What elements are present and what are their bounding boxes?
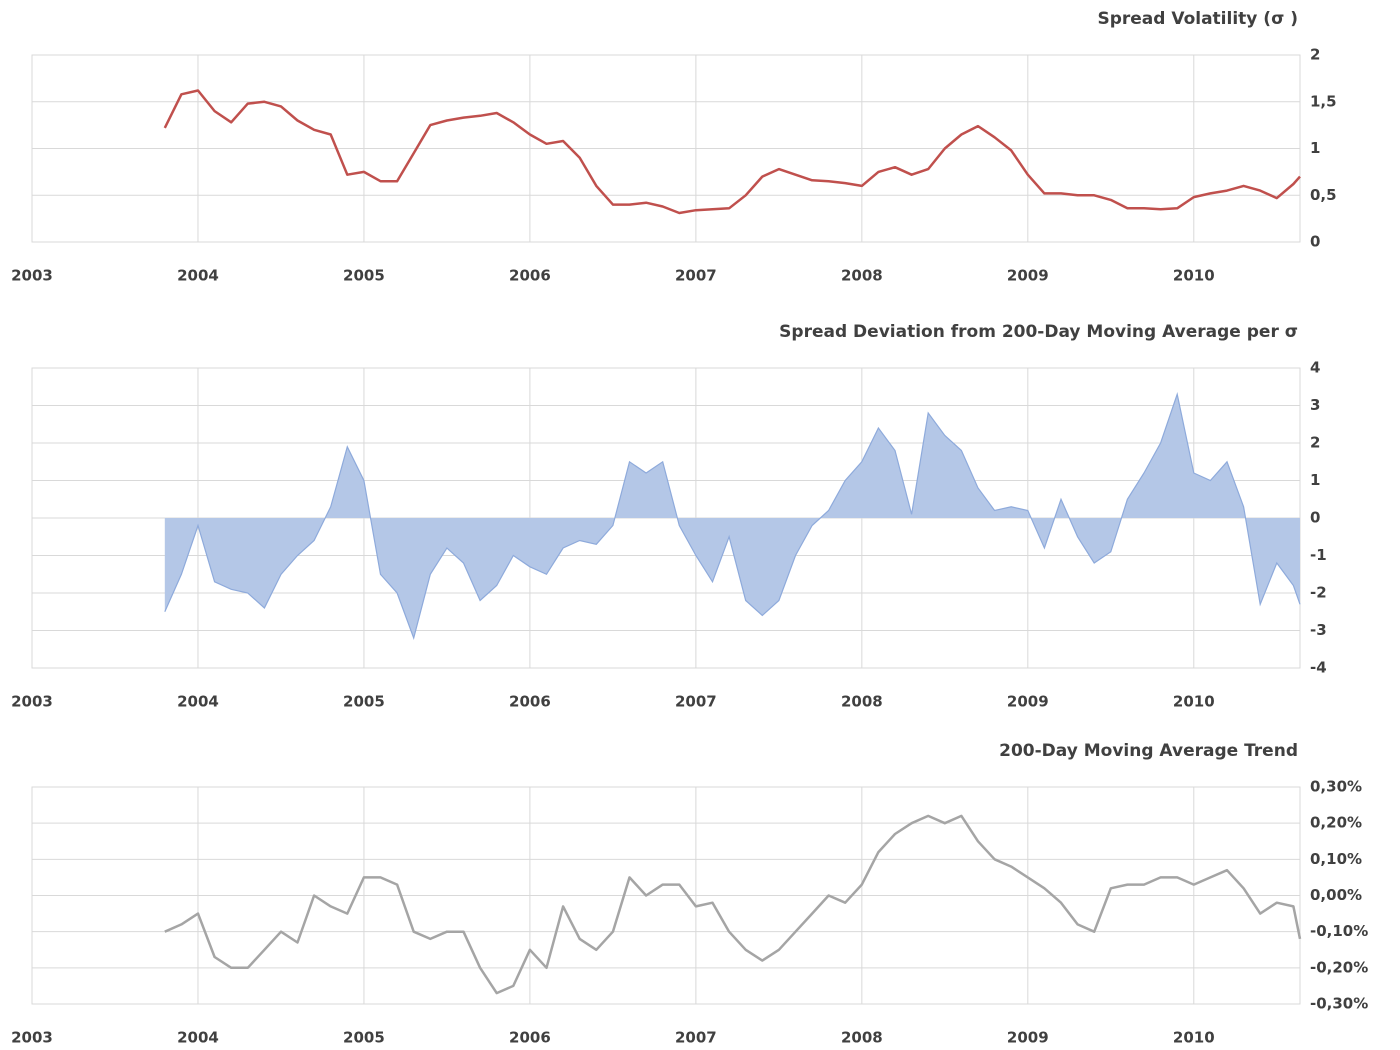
y-tick-label: 2	[1310, 434, 1320, 452]
y-tick-label: -0,30%	[1310, 995, 1368, 1013]
x-tick-label: 2009	[1007, 693, 1049, 711]
x-tick-label: 2004	[177, 267, 219, 285]
y-tick-label: -4	[1310, 659, 1327, 677]
data-area	[164, 394, 1300, 638]
x-tick-label: 2008	[841, 1029, 883, 1047]
x-tick-label: 2003	[11, 1029, 53, 1047]
y-tick-label: 2	[1310, 46, 1320, 64]
x-tick-label: 2006	[509, 693, 551, 711]
chart-title: Spread Volatility (σ )	[1097, 9, 1298, 29]
y-tick-label: 3	[1310, 396, 1320, 414]
y-tick-label: 0,00%	[1310, 886, 1362, 904]
y-tick-label: -2	[1310, 584, 1327, 602]
x-tick-label: 2007	[675, 1029, 717, 1047]
chart-title: 200-Day Moving Average Trend	[999, 741, 1298, 761]
data-line	[164, 814, 1302, 995]
y-tick-label: 4	[1310, 359, 1320, 377]
x-tick-label: 2007	[675, 267, 717, 285]
y-tick-label: 1,5	[1310, 92, 1337, 110]
data-area-edge	[164, 392, 1301, 641]
x-tick-label: 2008	[841, 693, 883, 711]
x-tick-label: 2005	[343, 267, 385, 285]
x-tick-label: 2004	[177, 693, 219, 711]
y-tick-label: 1	[1310, 139, 1320, 157]
y-tick-label: 0,20%	[1310, 814, 1362, 832]
chart-title: Spread Deviation from 200-Day Moving Ave…	[779, 322, 1298, 342]
x-tick-label: 2004	[177, 1029, 219, 1047]
x-tick-label: 2006	[509, 267, 551, 285]
x-tick-label: 2003	[11, 267, 53, 285]
y-tick-label: -0,10%	[1310, 922, 1368, 940]
x-tick-label: 2010	[1173, 1029, 1215, 1047]
x-tick-label: 2007	[675, 693, 717, 711]
y-tick-label: 0,30%	[1310, 778, 1362, 796]
y-tick-label: 0	[1310, 233, 1320, 251]
y-tick-label: 0,10%	[1310, 850, 1362, 868]
x-tick-label: 2005	[343, 1029, 385, 1047]
y-tick-label: 0	[1310, 509, 1320, 527]
x-tick-label: 2006	[509, 1029, 551, 1047]
y-tick-label: -0,20%	[1310, 958, 1368, 976]
x-tick-label: 2009	[1007, 267, 1049, 285]
x-tick-label: 2003	[11, 693, 53, 711]
y-tick-label: -1	[1310, 546, 1327, 564]
x-tick-label: 2005	[343, 693, 385, 711]
y-tick-label: -3	[1310, 621, 1327, 639]
x-tick-label: 2010	[1173, 267, 1215, 285]
y-tick-label: 1	[1310, 471, 1320, 489]
x-tick-label: 2009	[1007, 1029, 1049, 1047]
x-tick-label: 2008	[841, 267, 883, 285]
data-line	[163, 89, 1301, 215]
x-tick-label: 2010	[1173, 693, 1215, 711]
y-tick-label: 0,5	[1310, 186, 1337, 204]
